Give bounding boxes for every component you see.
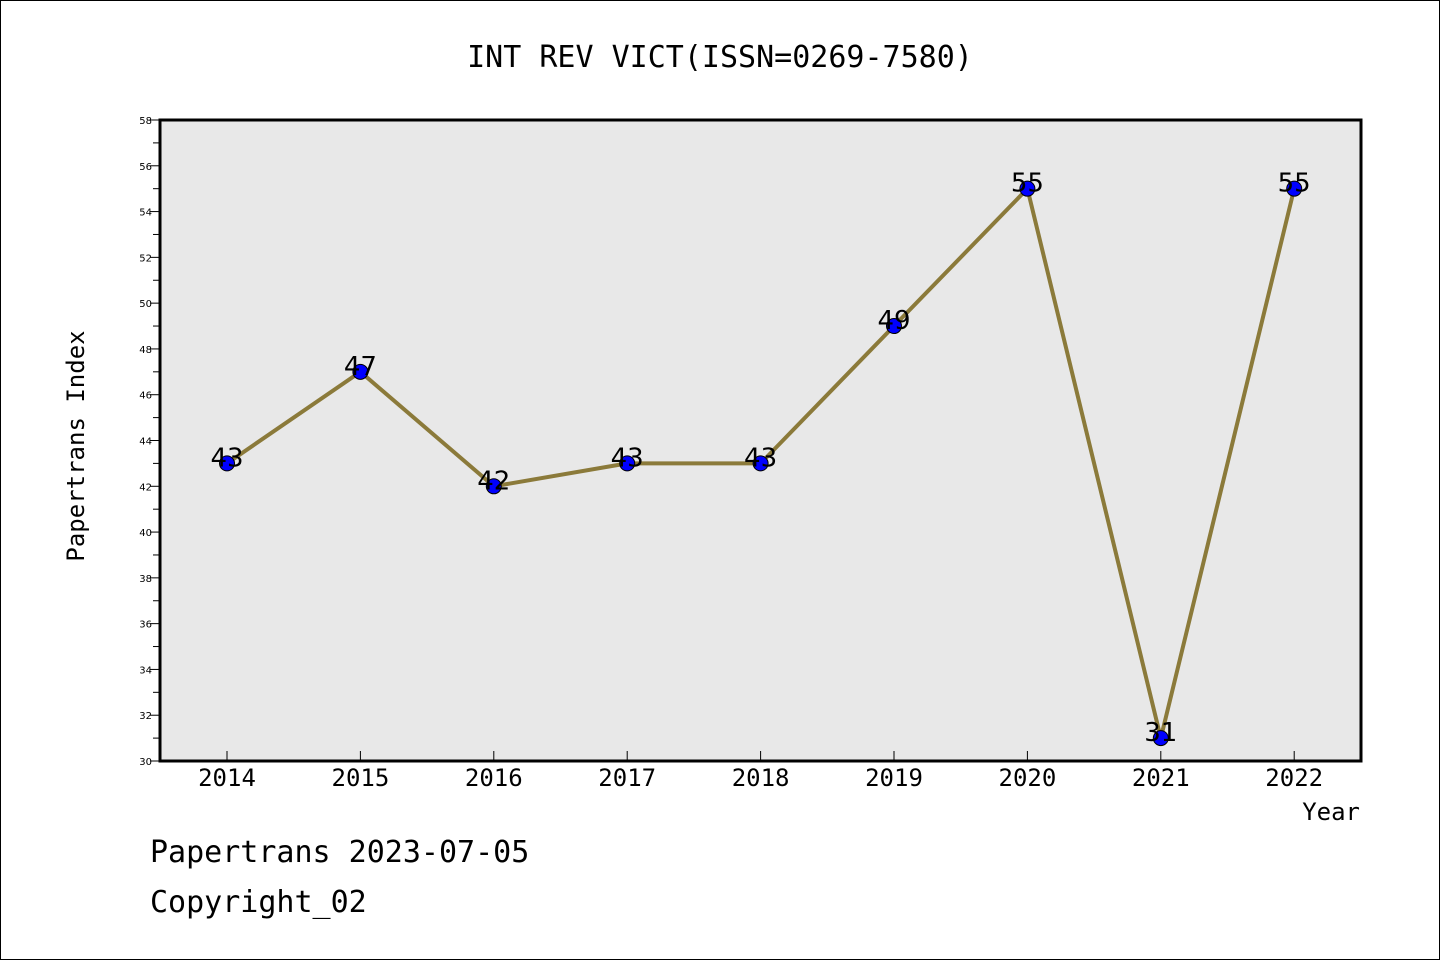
series-points	[219, 180, 1303, 747]
x-tick-label: 2015	[332, 764, 390, 792]
data-label: 43	[611, 443, 644, 473]
x-tick-label: 2016	[465, 764, 523, 792]
y-tick-label: 40	[139, 528, 152, 539]
footer-copyright: Copyright_02	[150, 885, 367, 920]
y-tick-label: 52	[139, 253, 152, 264]
y-tick-label: 30	[139, 757, 152, 768]
y-tick-label: 44	[139, 437, 152, 448]
x-tick-label: 2014	[198, 764, 256, 792]
chart-title: INT REV VICT(ISSN=0269-7580)	[467, 40, 973, 75]
y-axis-label: Papertrans Index	[62, 330, 90, 561]
data-label: 42	[477, 466, 510, 496]
data-point	[886, 318, 902, 335]
data-point	[219, 455, 235, 472]
data-point	[1286, 180, 1303, 197]
x-axis-label: Year	[1302, 798, 1360, 826]
data-label: 49	[877, 306, 910, 336]
footer-date: Papertrans 2023-07-05	[150, 835, 530, 870]
x-axis: 2014 2015 2016 2017 2018 2019 2020 2021 2022	[198, 751, 1323, 792]
y-tick-label: 32	[139, 711, 152, 722]
data-point	[1152, 730, 1169, 747]
x-tick-label: 2017	[598, 764, 656, 792]
data-label: 55	[1278, 169, 1311, 199]
x-tick-label: 2020	[999, 764, 1057, 792]
data-point	[752, 455, 769, 472]
data-point	[1019, 180, 1036, 197]
y-tick-label: 56	[139, 162, 152, 173]
data-label: 43	[744, 443, 777, 473]
y-tick-label: 50	[139, 299, 152, 310]
y-tick-label: 38	[139, 574, 152, 585]
x-tick-label: 2019	[865, 764, 923, 792]
y-tick-label: 34	[139, 665, 152, 676]
x-tick-label: 2018	[732, 764, 790, 792]
data-label: 31	[1144, 718, 1177, 748]
y-tick-label: 46	[139, 391, 152, 402]
data-point	[352, 363, 369, 380]
x-tick-label: 2022	[1265, 764, 1323, 792]
data-label: 55	[1011, 169, 1044, 199]
y-axis: 30 32 34 36 38 40 42 44 46 48 50 52 54 56 58	[139, 116, 160, 768]
data-label: 47	[344, 352, 377, 382]
y-tick-label: 42	[139, 482, 152, 493]
y-tick-label: 36	[139, 620, 152, 631]
data-label: 43	[210, 443, 243, 473]
x-tick-label: 2021	[1132, 764, 1190, 792]
data-point	[485, 478, 502, 495]
data-labels: 43 47 42 43 43 49 55 31 55	[210, 169, 1310, 748]
y-tick-label: 48	[139, 345, 152, 356]
data-point	[619, 455, 636, 472]
y-tick-label: 58	[139, 116, 152, 127]
plot-area	[158, 118, 1363, 763]
y-tick-label: 54	[139, 208, 152, 219]
